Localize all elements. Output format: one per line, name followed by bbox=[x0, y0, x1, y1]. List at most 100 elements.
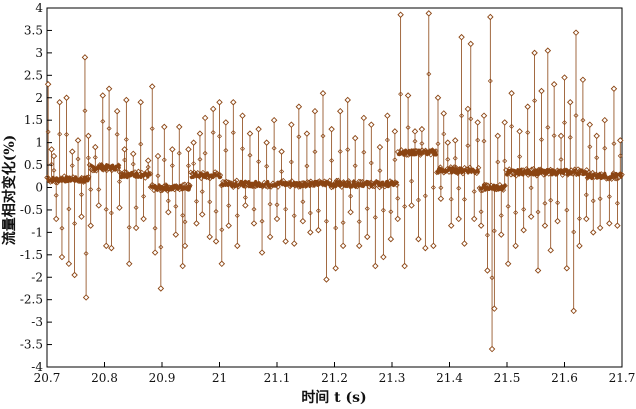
baseline-marker bbox=[417, 152, 424, 158]
spike-mid-marker bbox=[377, 168, 383, 174]
spike-mid-marker bbox=[364, 206, 370, 212]
spike-marker bbox=[491, 305, 498, 312]
spike-marker bbox=[437, 195, 445, 202]
baseline-marker bbox=[383, 182, 390, 189]
spike-mid-marker bbox=[548, 197, 554, 203]
spike-mid-marker bbox=[199, 189, 205, 195]
baseline-marker bbox=[105, 166, 112, 172]
spike-marker bbox=[95, 202, 102, 209]
spike-marker bbox=[148, 83, 156, 90]
baseline-marker bbox=[504, 171, 511, 177]
spike-marker bbox=[179, 262, 186, 270]
spike-marker bbox=[368, 121, 375, 128]
spike-mid-marker bbox=[525, 130, 531, 136]
spike-mid-marker bbox=[66, 206, 72, 212]
spike-marker bbox=[92, 143, 99, 151]
baseline-marker bbox=[468, 168, 475, 175]
spike-marker bbox=[464, 105, 472, 113]
spike-mid-marker bbox=[108, 210, 114, 216]
baseline-marker bbox=[451, 164, 457, 170]
spike-mid-marker bbox=[422, 193, 428, 199]
spike-marker bbox=[480, 112, 488, 119]
baseline-marker bbox=[210, 173, 217, 180]
spike-mid-marker bbox=[415, 197, 421, 203]
baseline-marker bbox=[282, 181, 288, 188]
spike-marker bbox=[108, 244, 115, 252]
baseline-marker bbox=[345, 178, 352, 184]
baseline-marker bbox=[368, 179, 374, 186]
baseline-marker bbox=[103, 167, 110, 174]
spike-mid-marker bbox=[223, 147, 229, 153]
spike-mid-marker bbox=[149, 126, 155, 132]
spike-marker bbox=[278, 148, 285, 155]
spike-marker bbox=[593, 132, 600, 140]
spike-marker bbox=[617, 137, 624, 144]
spike-marker bbox=[538, 87, 545, 95]
baseline-marker bbox=[458, 166, 464, 172]
spike-mid-marker bbox=[412, 138, 418, 144]
spike-marker bbox=[376, 143, 384, 151]
spike-mid-marker bbox=[126, 224, 132, 230]
baseline-marker bbox=[449, 167, 456, 174]
spike-mid-marker bbox=[580, 117, 586, 123]
spike-mid-marker bbox=[59, 225, 65, 231]
baseline-marker bbox=[82, 178, 88, 184]
x-tick-label: 20.9 bbox=[149, 371, 176, 385]
spike-marker bbox=[125, 260, 133, 268]
spike-mid-marker bbox=[505, 203, 511, 209]
spike-marker bbox=[230, 99, 237, 106]
y-tick-label: -2.5 bbox=[20, 293, 43, 307]
spike-mid-marker bbox=[452, 155, 458, 161]
baseline-marker bbox=[610, 170, 617, 176]
spike-mid-marker bbox=[57, 131, 63, 137]
spike-marker bbox=[425, 10, 433, 17]
baseline-marker bbox=[203, 174, 210, 180]
x-tick-label: 21.6 bbox=[551, 371, 578, 385]
spike-mid-marker bbox=[542, 200, 548, 206]
baseline-marker bbox=[225, 179, 231, 185]
spike-marker bbox=[105, 85, 113, 93]
spike-marker bbox=[512, 242, 519, 250]
spike-marker bbox=[78, 213, 85, 220]
spike-mid-marker bbox=[53, 192, 59, 198]
spike-marker bbox=[561, 74, 568, 81]
spike-mid-marker bbox=[106, 126, 112, 132]
spike-mid-marker bbox=[517, 154, 523, 160]
baseline-marker bbox=[200, 169, 206, 176]
spike-mid-marker bbox=[264, 163, 270, 169]
spike-marker bbox=[474, 119, 481, 126]
spike-marker bbox=[430, 242, 437, 250]
spike-marker bbox=[567, 99, 574, 106]
spike-marker bbox=[193, 220, 200, 227]
spike-marker bbox=[56, 99, 63, 106]
spike-marker bbox=[311, 107, 319, 115]
spike-mid-marker bbox=[82, 108, 88, 114]
baseline-marker bbox=[299, 180, 305, 186]
spike-marker bbox=[408, 202, 415, 209]
spike-mid-marker bbox=[300, 199, 306, 205]
spike-marker bbox=[501, 119, 508, 126]
spike-marker bbox=[74, 137, 82, 144]
baseline-marker bbox=[292, 182, 299, 189]
baseline-marker bbox=[246, 182, 252, 189]
spike-mid-marker bbox=[539, 137, 544, 143]
spike-marker bbox=[172, 231, 180, 238]
spike-mid-marker bbox=[419, 141, 425, 147]
spike-marker bbox=[140, 215, 147, 223]
y-tick-label: 0.5 bbox=[24, 158, 43, 172]
spike-mid-marker bbox=[279, 169, 285, 175]
spike-mid-marker bbox=[430, 185, 436, 190]
spike-mid-marker bbox=[288, 159, 294, 165]
spike-marker bbox=[572, 29, 580, 36]
spike-marker bbox=[185, 146, 192, 153]
baseline-marker bbox=[465, 166, 471, 172]
baseline-marker bbox=[314, 179, 321, 185]
baseline-marker bbox=[297, 183, 304, 190]
spike-mid-marker bbox=[528, 185, 534, 191]
baseline-marker bbox=[405, 152, 411, 158]
series-layer bbox=[44, 10, 625, 353]
baseline-marker bbox=[583, 167, 590, 173]
baseline-marker bbox=[285, 180, 292, 186]
spike-mid-marker bbox=[271, 145, 277, 151]
